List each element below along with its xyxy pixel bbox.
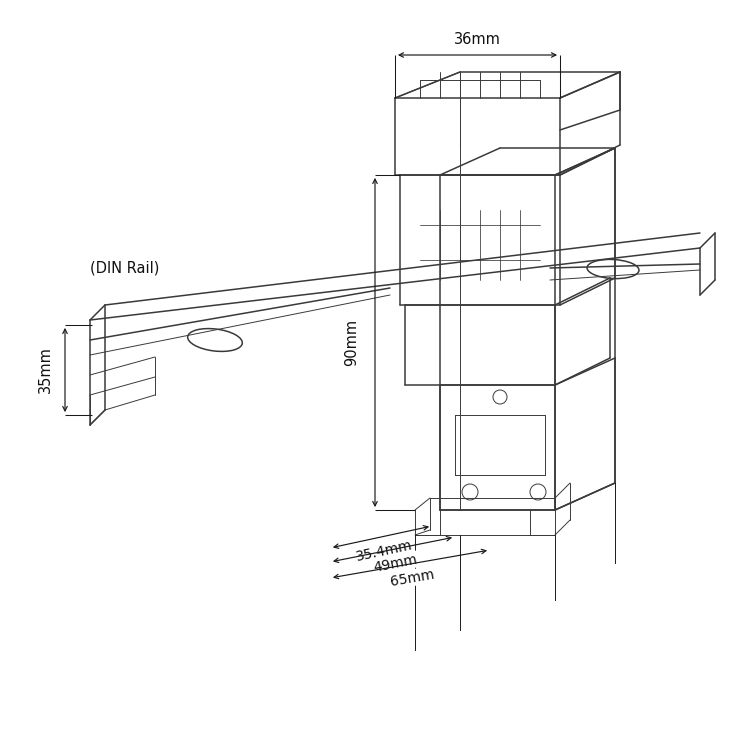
Text: 35mm: 35mm bbox=[38, 346, 52, 394]
Text: (DIN Rail): (DIN Rail) bbox=[90, 260, 159, 275]
Text: 90mm: 90mm bbox=[344, 319, 359, 365]
Text: 35.4mm: 35.4mm bbox=[354, 538, 413, 563]
Text: 49mm: 49mm bbox=[372, 552, 419, 574]
Text: 36mm: 36mm bbox=[454, 32, 500, 47]
Text: 65mm: 65mm bbox=[389, 567, 436, 589]
